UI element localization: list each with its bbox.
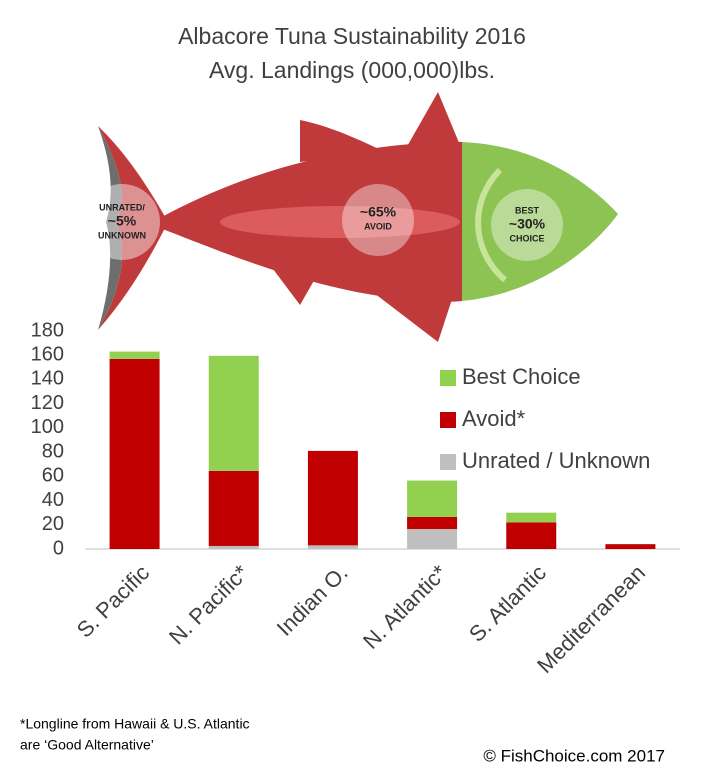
x-tick-label: S. Atlantic <box>464 560 551 647</box>
y-tick-label: 140 <box>31 368 64 390</box>
y-tick-label: 0 <box>53 537 64 559</box>
bar-segment <box>208 355 259 471</box>
bar-segment <box>307 450 358 546</box>
y-tick-label: 160 <box>31 344 64 366</box>
fish-label: UNKNOWN <box>98 230 146 240</box>
credit: © FishChoice.com 2017 <box>483 746 665 765</box>
x-tick-label: Indian O. <box>272 560 353 641</box>
x-tick-label: S. Pacific <box>72 560 155 643</box>
y-tick-label: 40 <box>42 489 64 511</box>
legend-label: Best Choice <box>462 364 581 389</box>
y-tick-label: 120 <box>31 392 64 414</box>
y-tick-label: 100 <box>31 416 64 438</box>
fish-label: AVOID <box>364 221 392 231</box>
fish-illustration <box>84 92 618 342</box>
bar-segment <box>407 516 458 530</box>
bar-segment <box>307 545 358 549</box>
footnote: are ‘Good Alternative’ <box>20 737 154 753</box>
y-tick-label: 180 <box>31 319 64 341</box>
chart-subtitle: Avg. Landings (000,000)lbs. <box>209 57 495 83</box>
bar-segment <box>506 512 557 523</box>
chart-title: Albacore Tuna Sustainability 2016 <box>178 23 526 49</box>
bar-segment <box>109 358 160 549</box>
bar-segment <box>208 545 259 549</box>
legend-swatch <box>440 454 456 470</box>
fish-label: ~65% <box>360 204 397 220</box>
x-tick-label: N. Pacific* <box>164 560 254 650</box>
legend-swatch <box>440 370 456 386</box>
bar-segment <box>506 522 557 549</box>
legend-label: Avoid* <box>462 406 526 431</box>
y-tick-label: 20 <box>42 513 64 535</box>
y-tick-label: 80 <box>42 440 64 462</box>
y-tick-label: 60 <box>42 465 64 487</box>
footnote: *Longline from Hawaii & U.S. Atlantic <box>20 716 250 732</box>
fish-label: BEST <box>515 205 540 215</box>
bar-segment <box>605 544 656 549</box>
fish-label: UNRATED/ <box>99 202 145 212</box>
fish-label: ~30% <box>509 216 546 232</box>
fish-label: CHOICE <box>509 233 544 243</box>
legend-swatch <box>440 412 456 428</box>
fish-label: ~5% <box>108 213 137 229</box>
bar-segment <box>109 351 160 359</box>
x-tick-label: N. Atlantic* <box>358 560 452 654</box>
bar-segment <box>407 529 458 549</box>
legend-label: Unrated / Unknown <box>462 448 650 473</box>
bar-segment <box>407 480 458 517</box>
bar-segment <box>208 470 259 546</box>
